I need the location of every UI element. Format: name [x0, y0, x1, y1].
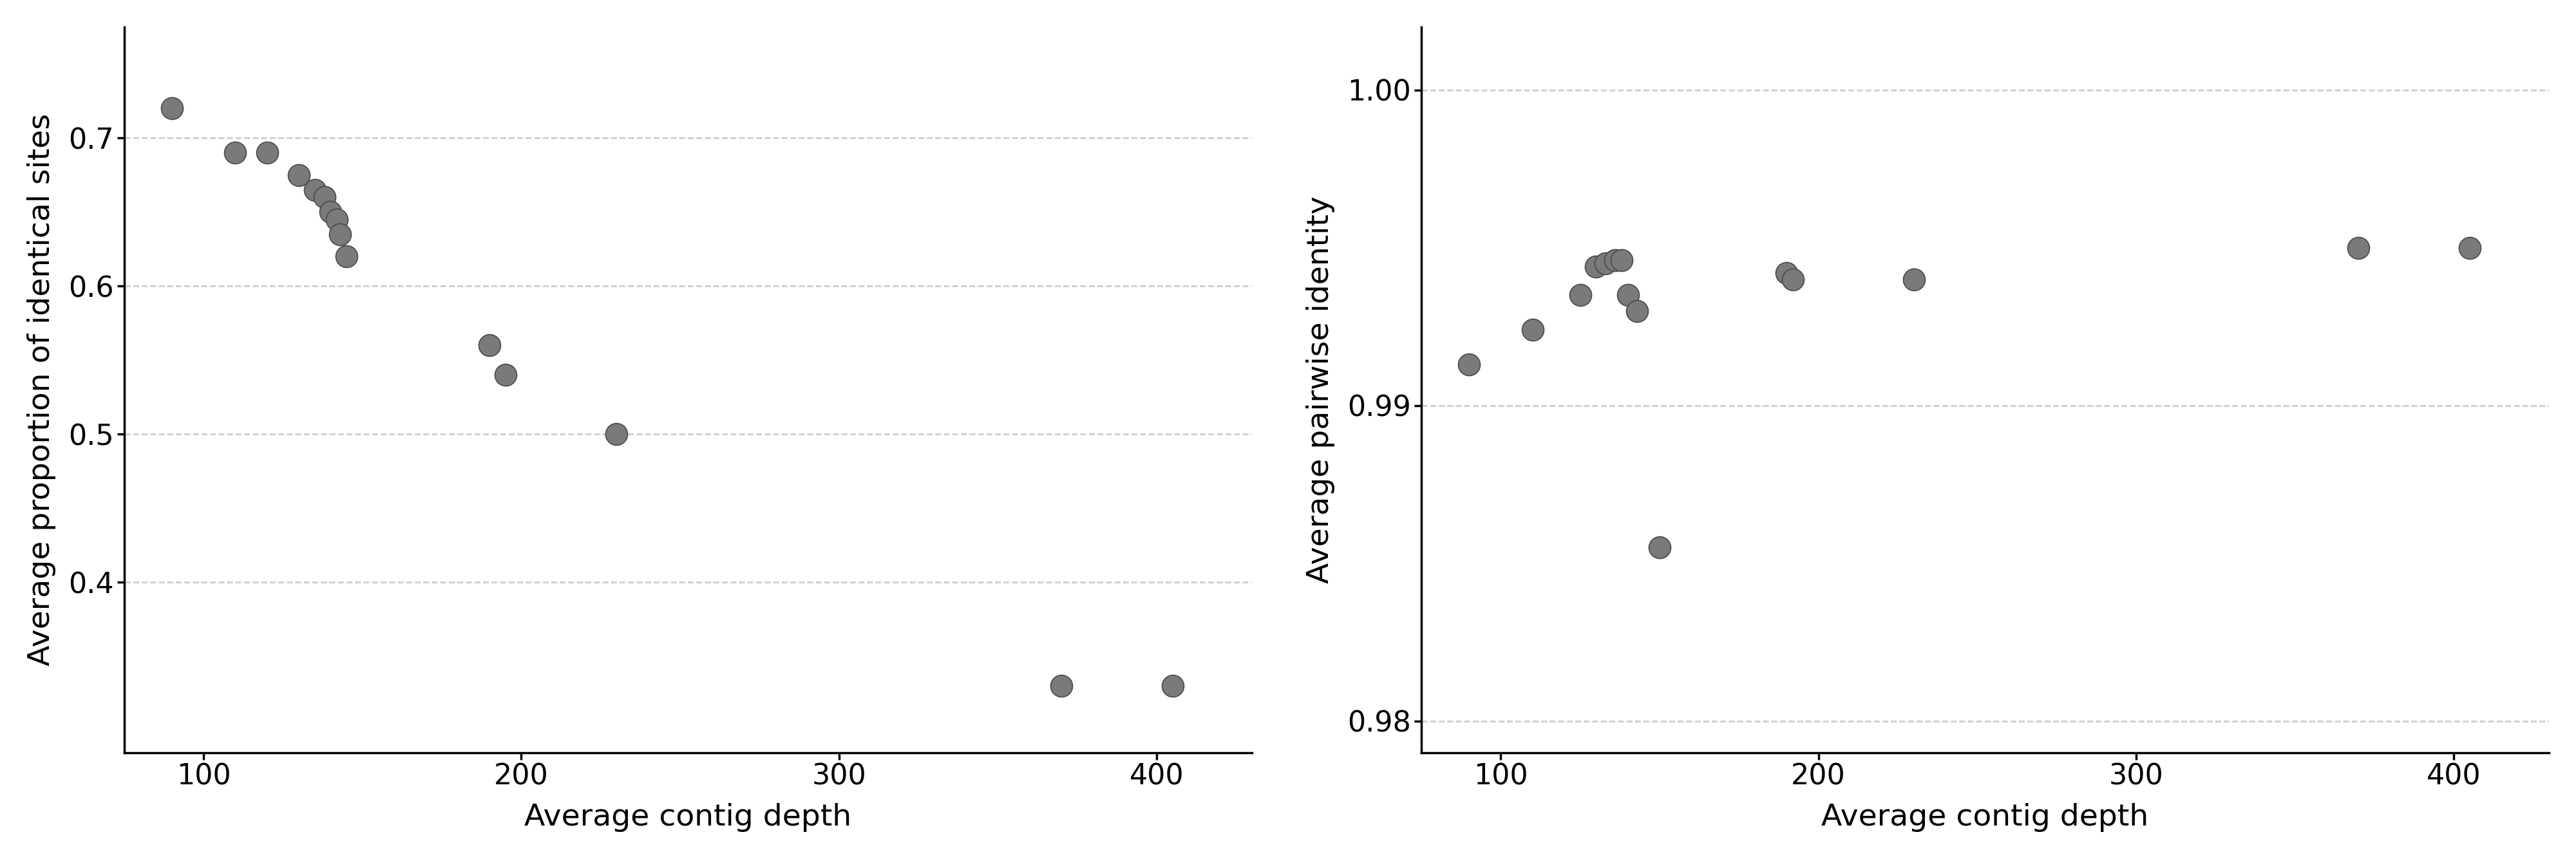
- Point: [214, 146, 255, 160]
- Point: [1600, 253, 1641, 267]
- Point: [1577, 259, 1618, 273]
- Point: [278, 168, 319, 182]
- Point: [1767, 266, 1808, 280]
- Point: [1595, 253, 1636, 267]
- X-axis label: Average contig depth: Average contig depth: [1821, 803, 2148, 832]
- Point: [309, 205, 350, 219]
- Point: [484, 368, 526, 381]
- Point: [247, 146, 289, 160]
- Point: [595, 427, 636, 441]
- Point: [1618, 304, 1659, 318]
- Point: [152, 101, 193, 115]
- Point: [1607, 289, 1649, 302]
- Point: [294, 183, 335, 197]
- Point: [2450, 241, 2491, 254]
- Point: [1584, 257, 1625, 271]
- Point: [1512, 323, 1553, 337]
- Point: [1893, 272, 1935, 286]
- Point: [1151, 679, 1193, 693]
- Y-axis label: Average pairwise identity: Average pairwise identity: [1306, 196, 1334, 583]
- Y-axis label: Average proportion of identical sites: Average proportion of identical sites: [26, 113, 57, 666]
- Point: [2339, 241, 2380, 254]
- Point: [1558, 289, 1600, 302]
- Point: [317, 212, 358, 226]
- X-axis label: Average contig depth: Average contig depth: [526, 803, 853, 832]
- Point: [1041, 679, 1082, 693]
- Point: [1448, 357, 1489, 371]
- Point: [319, 228, 361, 241]
- Point: [1772, 272, 1814, 286]
- Point: [1638, 540, 1680, 554]
- Point: [469, 338, 510, 352]
- Point: [304, 191, 345, 204]
- Point: [327, 250, 368, 264]
